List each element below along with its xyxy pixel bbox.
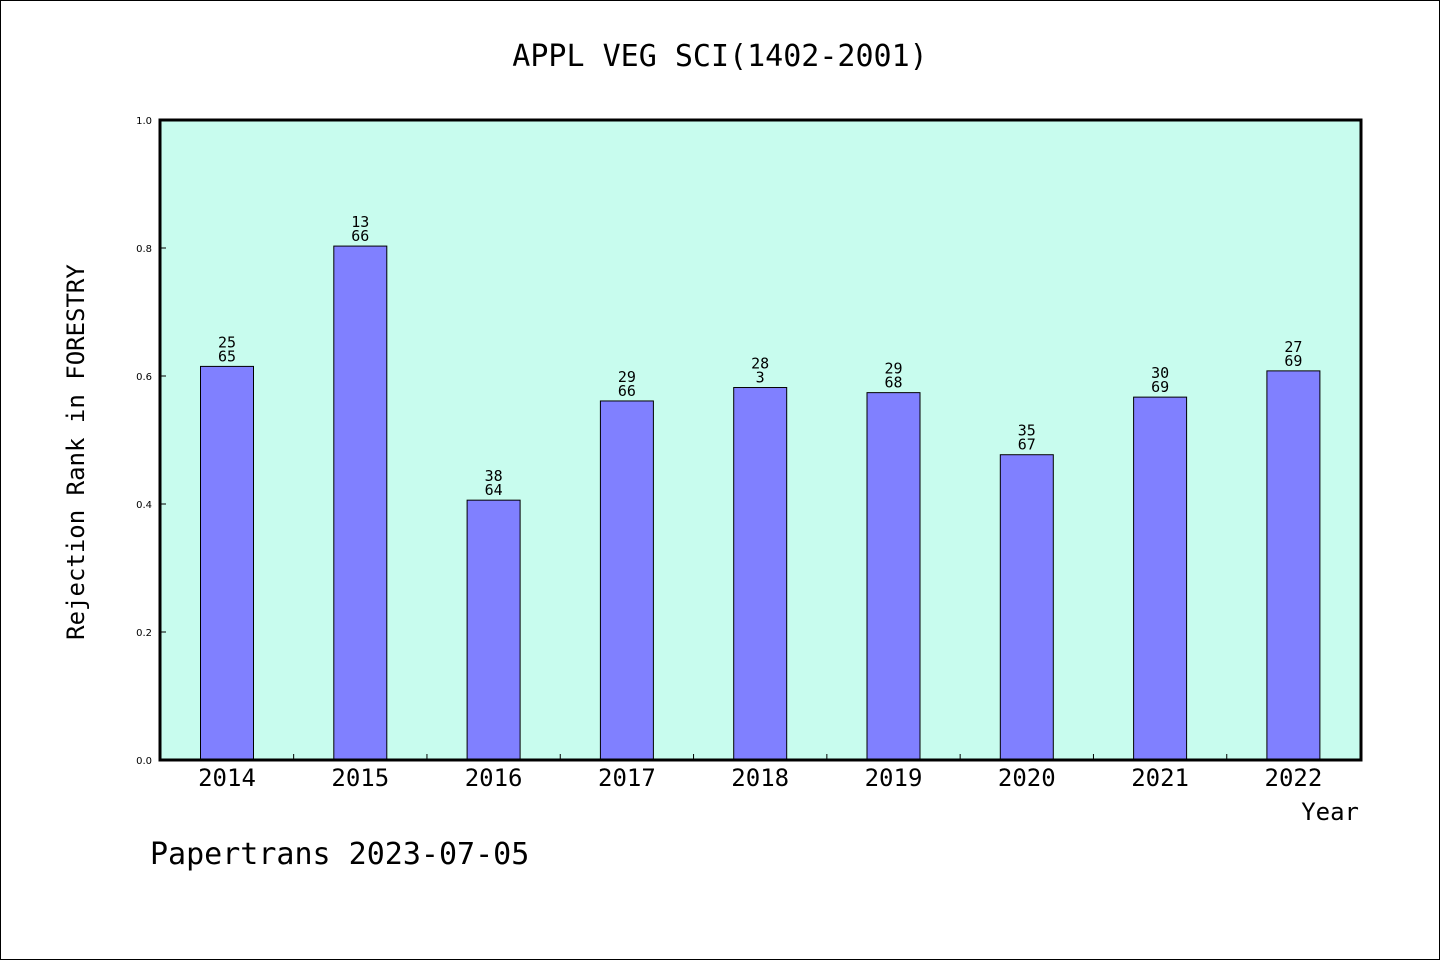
x-tick-label: 2020 <box>998 764 1056 792</box>
bar-2016 <box>466 499 521 761</box>
data-label-top: 25 <box>218 333 236 351</box>
data-label-bottom: 69 <box>1284 352 1302 370</box>
x-tick-label: 2019 <box>865 764 923 792</box>
data-label-top: 27 <box>1284 338 1302 356</box>
data-label-bottom: 67 <box>1018 436 1036 454</box>
data-label-bottom: 66 <box>351 227 369 245</box>
y-tick-label: 0.2 <box>136 628 152 639</box>
chart-title: APPL VEG SCI(1402-2001) <box>512 39 927 74</box>
y-axis-label: Rejection Rank in FORESTRY <box>62 264 90 640</box>
data-label-bottom: 3 <box>756 369 765 387</box>
data-label-top: 35 <box>1018 422 1036 440</box>
y-tick-label: 0.8 <box>136 244 152 255</box>
x-tick-label: 2014 <box>198 764 256 792</box>
bar-2015 <box>333 245 388 761</box>
y-tick-label: 0.6 <box>136 372 152 383</box>
x-tick-label: 2021 <box>1131 764 1189 792</box>
x-axis-ticks: 2014 2015 2016 2017 2018 2019 2020 2021 2022 <box>198 754 1322 792</box>
bar-2022 <box>1266 370 1321 761</box>
plot-border <box>158 118 1363 762</box>
x-tick-label: 2015 <box>331 764 389 792</box>
data-label-top: 29 <box>884 360 902 378</box>
data-label-top: 28 <box>751 355 769 373</box>
bar-2018 <box>733 387 788 761</box>
data-label-bottom: 69 <box>1151 378 1169 396</box>
x-tick-label: 2018 <box>731 764 789 792</box>
data-label-top: 30 <box>1151 364 1169 382</box>
x-tick-label: 2022 <box>1265 764 1323 792</box>
data-label-bottom: 66 <box>618 382 636 400</box>
data-label-bottom: 68 <box>884 374 902 392</box>
x-axis-label: Year <box>1301 798 1359 826</box>
bar-2021 <box>1133 396 1188 761</box>
bar-2020 <box>999 454 1054 761</box>
y-tick-label: 1.0 <box>136 116 152 127</box>
x-tick-label: 2017 <box>598 764 656 792</box>
footer-text: Papertrans 2023-07-05 <box>150 837 529 872</box>
bar-2019 <box>866 392 921 761</box>
data-label-bottom: 64 <box>485 481 503 499</box>
data-label-top: 29 <box>618 368 636 386</box>
bar-2014 <box>200 365 254 761</box>
y-tick-label: 0.0 <box>136 756 152 767</box>
bar-2017 <box>599 400 654 761</box>
data-label-top: 13 <box>351 213 369 231</box>
y-tick-label: 0.4 <box>136 500 152 511</box>
x-tick-label: 2016 <box>465 764 523 792</box>
bars <box>200 245 1321 761</box>
data-label-bottom: 65 <box>218 347 236 365</box>
data-label-top: 38 <box>485 467 503 485</box>
